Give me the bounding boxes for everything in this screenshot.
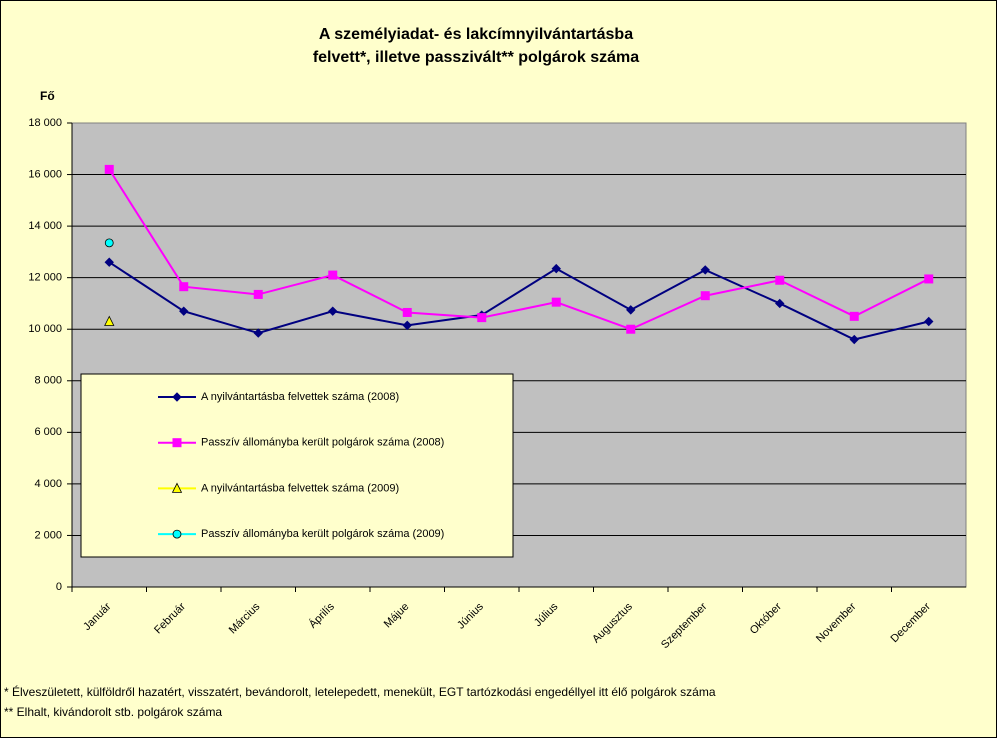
- marker: [924, 274, 934, 284]
- legend: A nyilvántartásba felvettek száma (2008)…: [80, 373, 514, 558]
- marker: [104, 315, 115, 326]
- chart-title: A személyiadat- és lakcímnyilvántartásba: [319, 26, 633, 43]
- marker: [179, 306, 189, 316]
- marker: [402, 307, 412, 317]
- legend-label: A nyilvántartásba felvettek száma (2008): [201, 391, 399, 403]
- legend-label: Passzív állományba került polgárok száma…: [201, 528, 444, 540]
- y-tick-label: 6 000: [34, 426, 62, 438]
- marker: [253, 289, 263, 299]
- marker: [924, 316, 934, 327]
- y-tick-label: 0: [56, 581, 62, 593]
- marker: [328, 306, 338, 316]
- marker: [104, 164, 114, 174]
- marker: [402, 320, 412, 331]
- marker: [172, 438, 182, 448]
- y-tick-label: 10 000: [28, 323, 62, 335]
- series-line: [108, 261, 929, 341]
- marker: [551, 297, 561, 307]
- y-axis-label: Fő: [40, 89, 55, 103]
- marker: [253, 328, 263, 338]
- legend-label: Passzív állományba került polgárok száma…: [201, 437, 444, 449]
- marker: [477, 313, 487, 323]
- marker: [775, 275, 785, 285]
- marker: [551, 263, 561, 274]
- marker: [172, 392, 182, 402]
- chart-title: felvett*, illetve passzivált** polgárok …: [313, 49, 639, 66]
- marker: [700, 291, 710, 301]
- footnote: * Élveszületett, külföldről hazatért, vi…: [4, 684, 716, 699]
- marker: [849, 334, 859, 345]
- y-tick-label: 14 000: [28, 220, 62, 232]
- y-tick-label: 12 000: [28, 272, 62, 284]
- marker: [700, 265, 710, 275]
- y-tick-label: 2 000: [34, 529, 62, 541]
- marker: [179, 282, 189, 292]
- marker: [849, 311, 859, 321]
- y-tick-label: 16 000: [28, 168, 62, 180]
- legend-label: A nyilvántartásba felvettek száma (2009): [201, 482, 399, 494]
- marker: [626, 305, 636, 315]
- y-tick-label: 18 000: [28, 117, 62, 129]
- marker: [171, 482, 183, 493]
- marker: [775, 298, 785, 309]
- marker: [626, 324, 636, 334]
- marker: [328, 270, 338, 280]
- footnote: ** Elhalt, kivándorolt stb. polgárok szá…: [4, 705, 222, 719]
- series-line: [108, 168, 930, 331]
- y-tick-label: 4 000: [34, 478, 62, 490]
- legend-box: [80, 373, 514, 558]
- marker: [104, 257, 114, 267]
- marker: [104, 238, 114, 248]
- marker: [172, 529, 182, 539]
- y-tick-label: 8 000: [34, 375, 62, 387]
